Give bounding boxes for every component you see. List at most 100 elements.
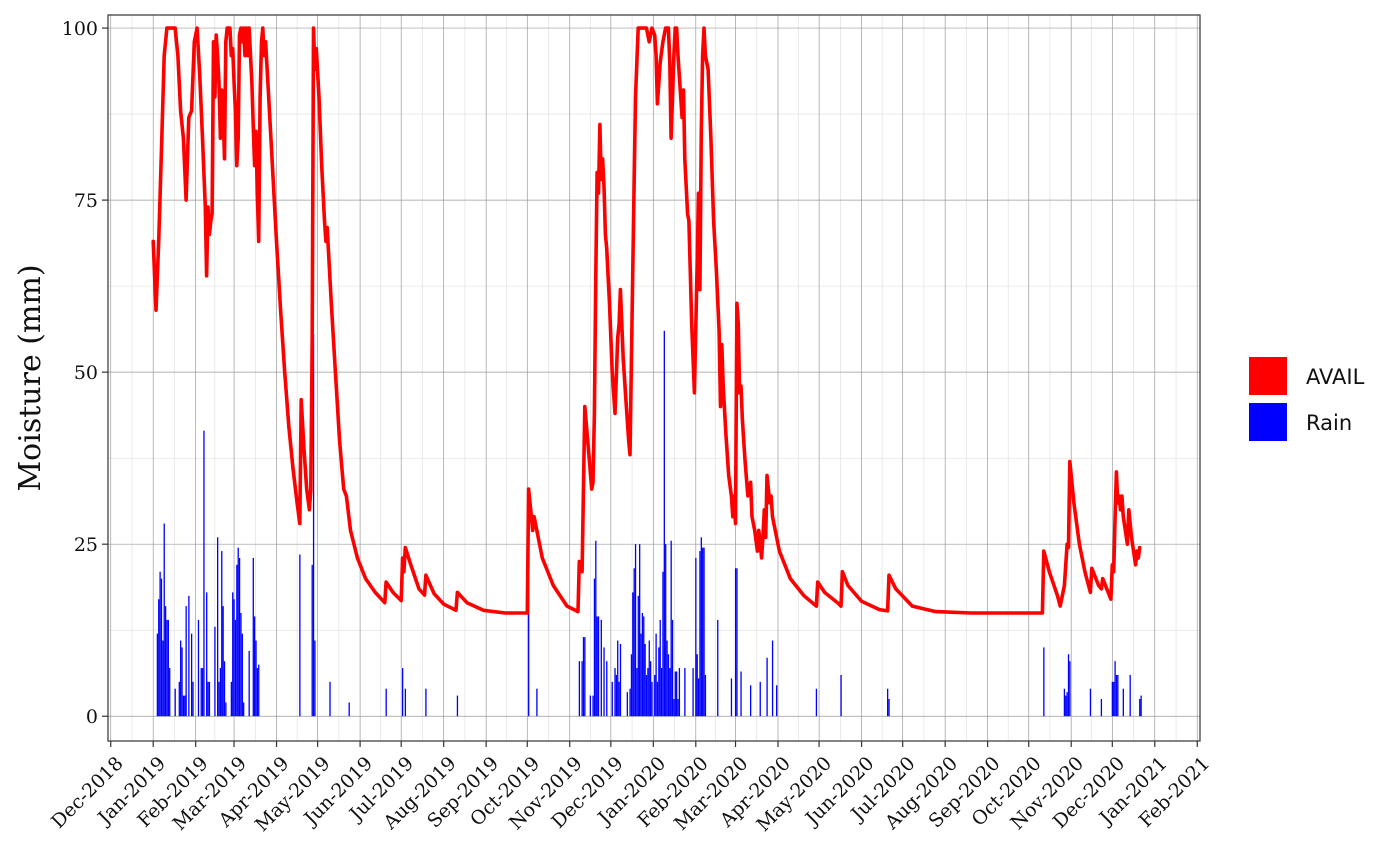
rain-bar: [695, 557, 697, 717]
rain-bar: [651, 681, 653, 717]
rain-bar: [702, 547, 704, 717]
rain-bar: [222, 606, 224, 717]
rain-bar: [840, 674, 842, 717]
rain-bars: [156, 330, 1142, 717]
y-tick-label: 50: [74, 362, 98, 384]
rain-bar: [200, 668, 202, 717]
rain-bar: [649, 661, 652, 717]
rain-bar: [581, 661, 583, 717]
rain-bar: [1063, 688, 1066, 717]
rain-bar: [666, 640, 668, 717]
rain-bar: [256, 668, 259, 717]
y-tick-label: 100: [62, 18, 98, 40]
rain-bar: [404, 688, 407, 717]
rain-bar: [214, 626, 216, 717]
rain-bar: [606, 661, 608, 717]
rain-bar: [312, 334, 315, 717]
rain-bar: [704, 674, 707, 717]
y-tick-label: 75: [74, 190, 98, 212]
rain-bar: [1114, 661, 1116, 717]
rain-bar: [578, 661, 581, 717]
rain-bar: [329, 681, 331, 717]
rain-bar: [630, 654, 633, 717]
rain-bar: [667, 654, 670, 717]
rain-bar: [174, 688, 176, 717]
rain-bar: [629, 688, 631, 717]
rain-bar: [655, 633, 657, 717]
y-axis: 0 25 50 75 100: [62, 18, 108, 728]
rain-bar: [1100, 699, 1103, 717]
rain-bar: [736, 568, 738, 717]
rain-bar: [255, 640, 257, 717]
rain-bar: [771, 640, 774, 717]
rain-bar: [237, 547, 239, 717]
rain-bar: [618, 681, 620, 717]
rain-bar: [654, 674, 656, 717]
rain-bar: [617, 640, 619, 717]
rain-bar: [637, 595, 639, 717]
rain-bar: [645, 674, 648, 717]
rain-bar: [692, 668, 694, 717]
rain-bar: [425, 688, 427, 717]
rain-bar: [677, 699, 679, 717]
rain-bar: [181, 647, 183, 717]
rain-bar: [385, 688, 387, 717]
rain-bar: [180, 640, 182, 717]
rain-bar: [236, 564, 238, 717]
rain-bar: [188, 595, 190, 717]
rain-bar: [160, 578, 163, 717]
rain-bar: [766, 657, 768, 717]
avail-series: [151, 26, 1142, 615]
rain-bar: [615, 674, 618, 717]
rain-bar: [584, 637, 586, 717]
rain-bar: [1140, 695, 1142, 717]
rain-bar: [167, 619, 169, 717]
rain-bar: [640, 633, 642, 717]
rain-bar: [190, 633, 193, 717]
rain-bar: [241, 633, 243, 717]
rain-bar: [734, 568, 737, 717]
rain-bar: [156, 633, 159, 717]
legend-key-rain: [1249, 403, 1287, 441]
rain-bar: [633, 568, 635, 717]
rain-bar: [528, 568, 530, 717]
rain-bar: [217, 537, 219, 717]
rain-bar: [252, 557, 254, 717]
rain-bar: [1122, 688, 1124, 717]
rain-bar: [582, 637, 585, 717]
rain-bar: [632, 592, 634, 717]
rain-bar: [169, 668, 171, 717]
rain-bar: [230, 681, 233, 717]
rain-bar: [678, 668, 681, 717]
rain-bar: [592, 695, 594, 717]
legend-label-avail: AVAIL: [1306, 365, 1365, 389]
rain-bar: [740, 671, 742, 717]
rain-bar: [662, 571, 664, 717]
rain-bar: [700, 537, 702, 717]
rain-bar: [207, 681, 209, 717]
rain-bar: [717, 619, 719, 717]
rain-bar: [201, 668, 204, 717]
y-tick-label: 0: [86, 706, 98, 728]
rain-bar: [639, 544, 641, 717]
rain-bar: [221, 551, 223, 717]
rain-bar: [659, 619, 661, 717]
y-tick-label: 25: [74, 534, 98, 556]
rain-bar: [593, 578, 596, 717]
rain-bar: [184, 695, 186, 717]
rain-bar: [1065, 695, 1067, 717]
rain-bar: [1069, 661, 1071, 717]
rain-bar: [673, 699, 675, 717]
rain-bar: [234, 619, 237, 717]
rain-bar: [660, 668, 663, 717]
rain-bar: [401, 668, 404, 717]
rain-bar: [208, 681, 211, 717]
rain-bar: [648, 640, 650, 717]
rain-bar: [192, 681, 194, 717]
rain-bar: [603, 647, 605, 717]
rain-bar: [299, 554, 301, 717]
rain-bar: [311, 564, 313, 717]
rain-bar: [665, 544, 667, 717]
rain-bar: [1089, 688, 1092, 717]
rain-bar: [589, 695, 591, 717]
